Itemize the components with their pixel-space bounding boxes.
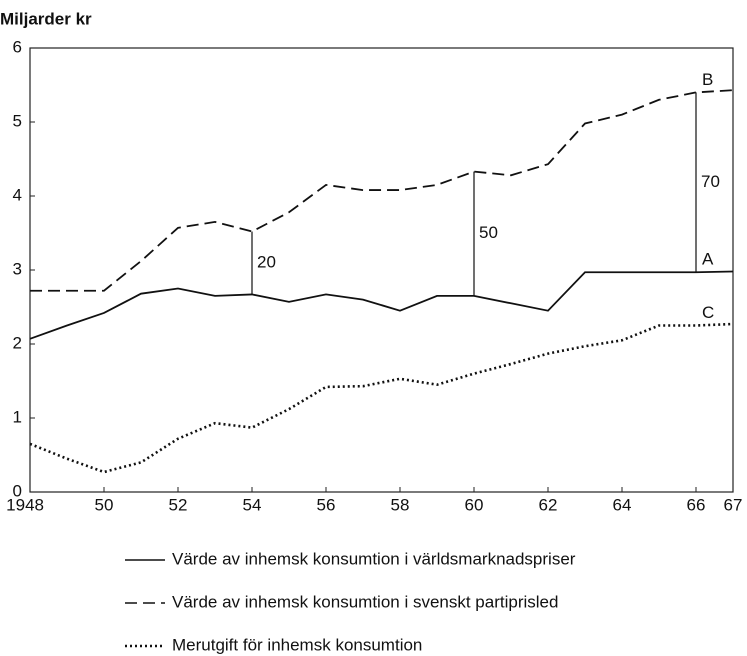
x-tick-label: 56	[317, 495, 336, 514]
y-tick-label: 4	[13, 185, 22, 204]
series-label: A	[702, 250, 714, 269]
x-tick-label: 50	[95, 495, 114, 514]
y-tick-label: 1	[13, 407, 22, 426]
x-tick-label: 1948	[6, 495, 44, 514]
annotation: 20	[257, 252, 276, 271]
series-label: C	[702, 303, 714, 322]
x-tick-label: 52	[169, 495, 188, 514]
y-tick-label: 6	[13, 37, 22, 56]
plot-frame	[29, 47, 734, 493]
y-tick-label: 2	[13, 333, 22, 352]
x-tick-label: 64	[613, 495, 632, 514]
series-label: B	[702, 70, 713, 89]
annotation: 50	[479, 223, 498, 242]
series-line	[29, 270, 734, 340]
y-tick-label: 3	[13, 259, 22, 278]
x-tick-label: 54	[243, 495, 262, 514]
series-line	[29, 322, 734, 474]
y-tick-label: 5	[13, 111, 22, 130]
y-axis-label: Miljarder kr	[0, 9, 92, 28]
y-tick-label: 0	[13, 481, 22, 500]
x-tick-label: 58	[391, 495, 410, 514]
x-tick-label: 62	[539, 495, 558, 514]
x-tick-label: 66	[687, 495, 706, 514]
legend-label: Värde av inhemsk konsumtion i världsmark…	[172, 549, 576, 568]
annotation: 70	[701, 172, 720, 191]
legend-label: Värde av inhemsk konsumtion i svenskt pa…	[172, 592, 558, 611]
legend-label: Merutgift för inhemsk konsumtion	[172, 635, 422, 654]
x-tick-label: 67	[724, 495, 743, 514]
series-line	[30, 89, 734, 292]
x-tick-label: 60	[465, 495, 484, 514]
